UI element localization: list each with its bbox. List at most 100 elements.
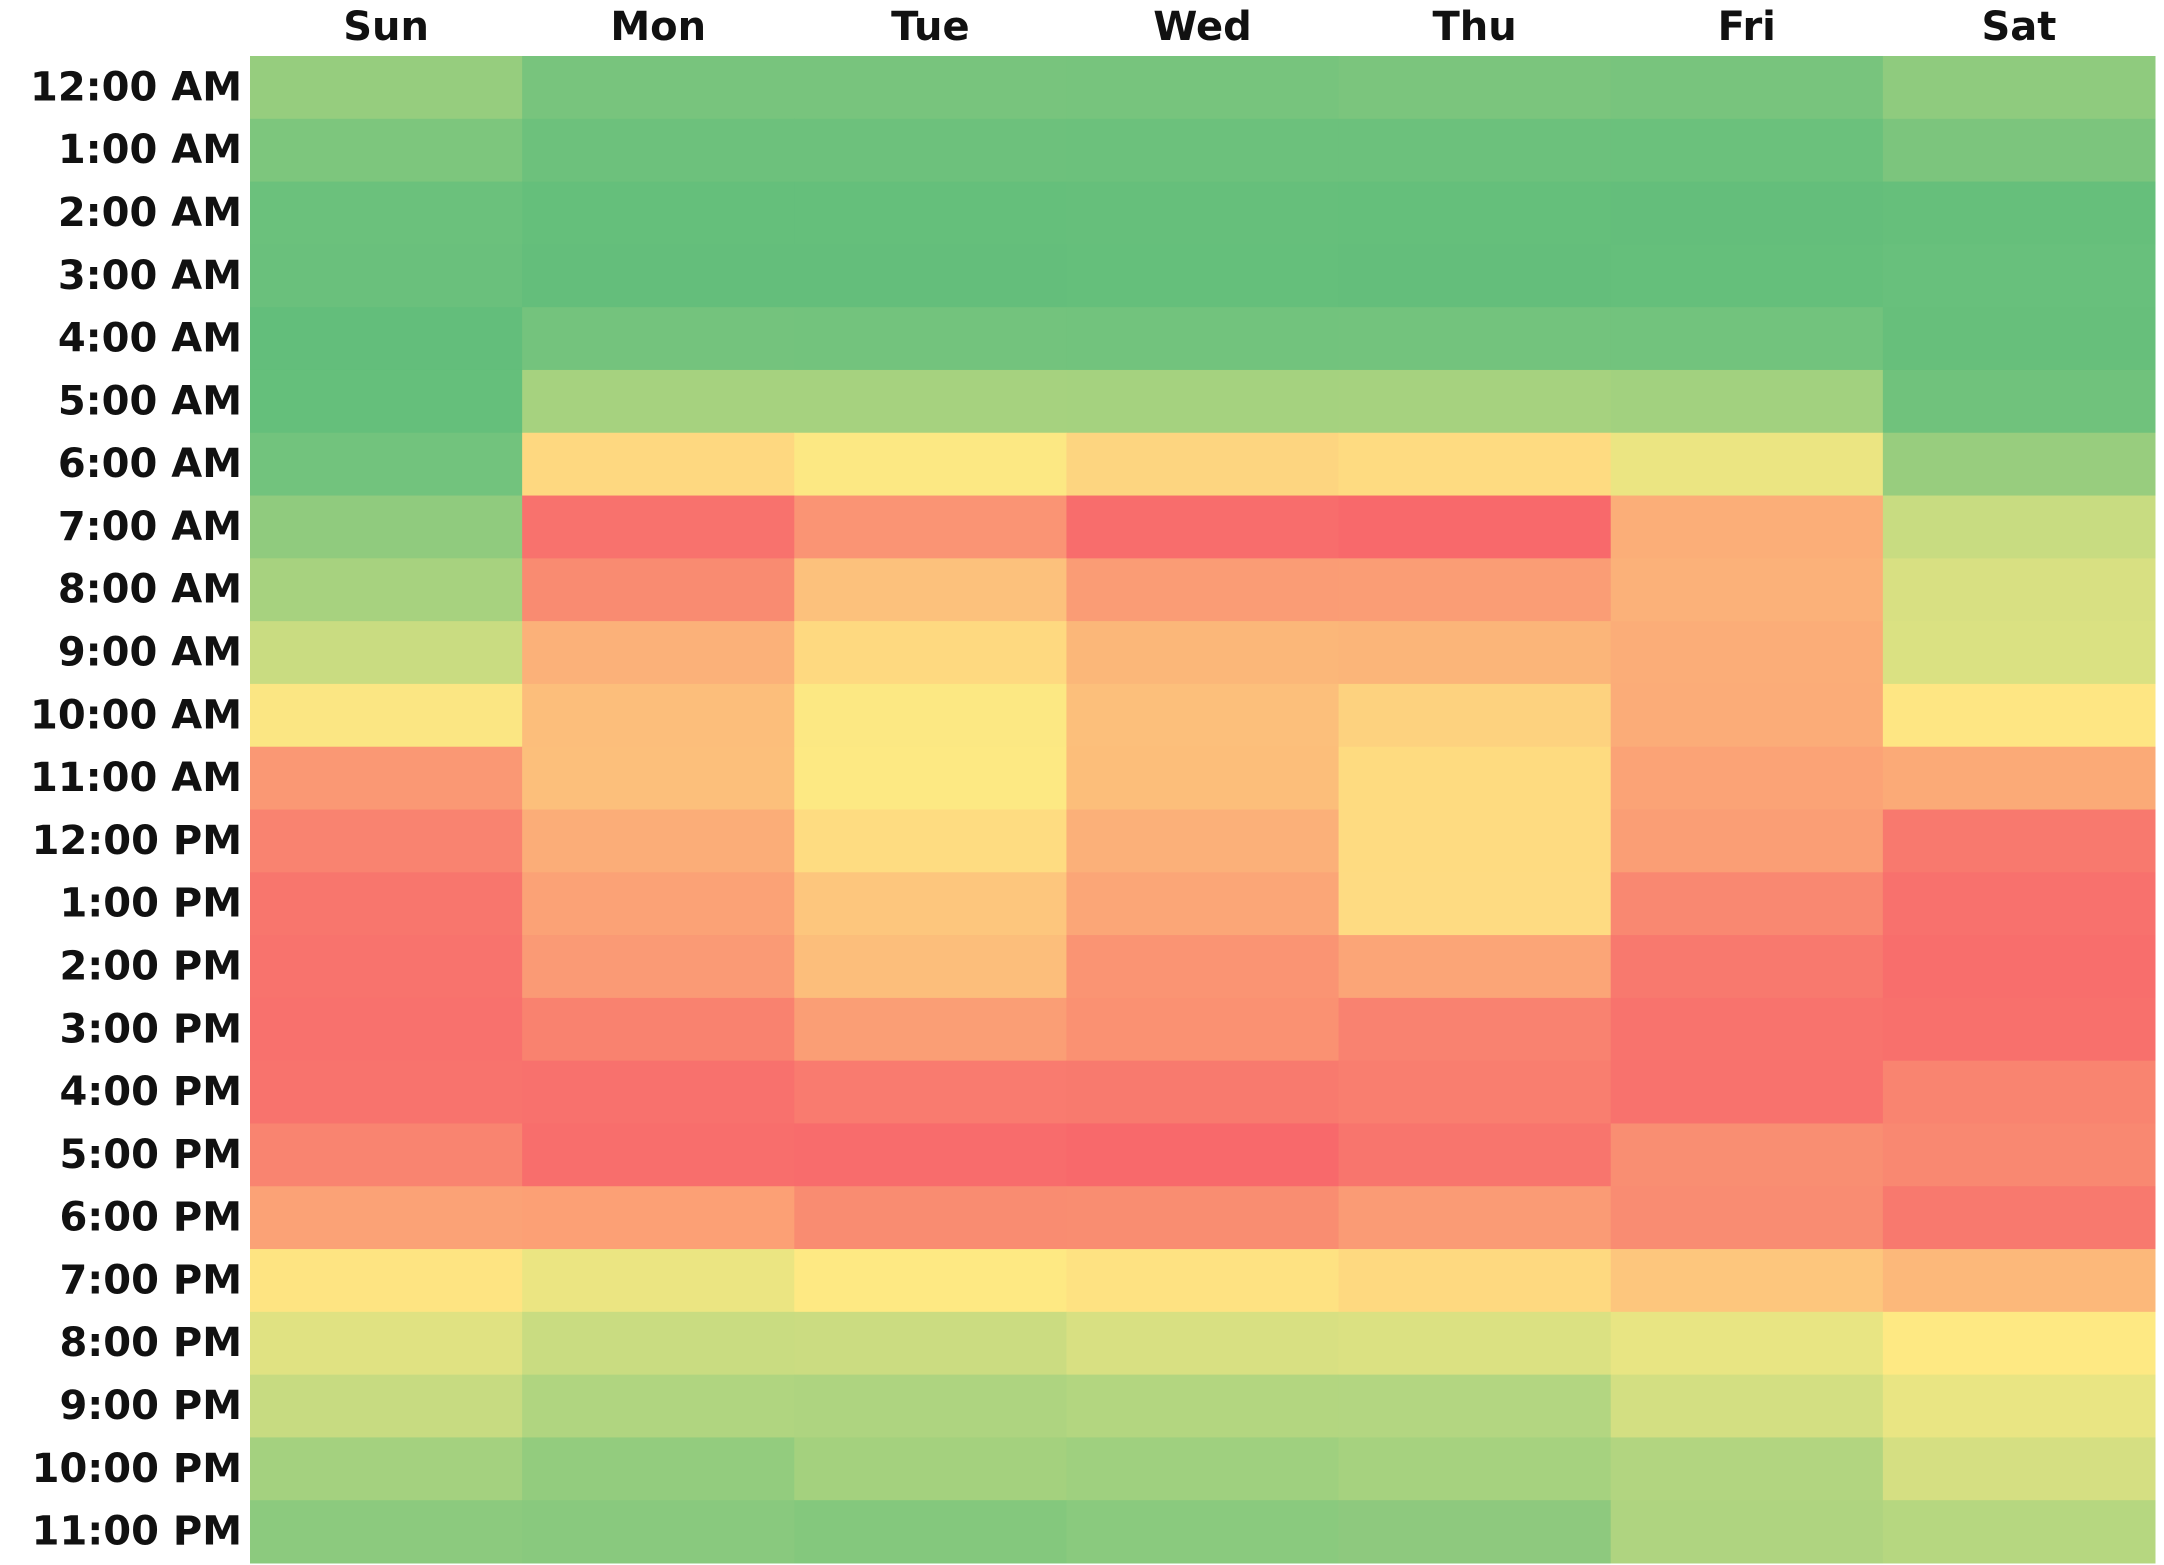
heatmap-cell <box>1882 1437 2156 1501</box>
heatmap-cell <box>1610 307 1884 371</box>
heatmap-cell <box>794 118 1067 183</box>
heatmap-cell <box>1882 1374 2156 1438</box>
row-label: 7:00 PM <box>59 1257 242 1303</box>
heatmap-cell <box>1610 935 1884 999</box>
heatmap-cell <box>1066 746 1340 810</box>
heatmap-cell <box>794 181 1067 245</box>
heatmap-cell <box>1610 244 1884 308</box>
heatmap-cell <box>250 558 523 622</box>
heatmap-cell <box>1066 809 1340 873</box>
heatmap-cell <box>250 1437 523 1501</box>
heatmap-cell <box>250 997 523 1062</box>
heatmap-cell <box>1610 621 1884 685</box>
row-label: 6:00 AM <box>58 441 242 487</box>
row-label: 9:00 AM <box>58 630 242 676</box>
heatmap-cell <box>1066 1374 1340 1438</box>
heatmap-cell <box>1338 56 1612 120</box>
heatmap-cell <box>794 1186 1067 1250</box>
heatmap-cell <box>522 1500 795 1564</box>
heatmap-cell <box>522 809 795 873</box>
heatmap-cell <box>1066 307 1340 371</box>
heatmap-cell <box>1066 1249 1340 1313</box>
row-label: 10:00 PM <box>32 1446 242 1492</box>
column-label: Mon <box>610 4 706 50</box>
column-label: Fri <box>1718 4 1776 50</box>
heatmap-cell <box>794 558 1067 622</box>
heatmap-cell <box>1610 809 1884 873</box>
heatmap-cell <box>522 369 795 434</box>
heatmap-cell <box>794 935 1067 999</box>
heatmap-cell <box>1610 1311 1884 1376</box>
row-label: 10:00 AM <box>30 692 242 738</box>
heatmap-cell <box>1610 1249 1884 1313</box>
heatmap-cell <box>1066 56 1340 120</box>
heatmap-cell <box>1338 558 1612 622</box>
heatmap-cell <box>250 495 523 559</box>
heatmap-cell <box>1882 997 2156 1062</box>
heatmap-cell <box>522 621 795 685</box>
heatmap-cell <box>1882 1186 2156 1250</box>
heatmap-cell <box>1882 432 2156 497</box>
heatmap-cell <box>1882 1060 2156 1124</box>
heatmap-cell <box>522 1060 795 1124</box>
heatmap-cell <box>1610 432 1884 497</box>
row-label: 3:00 PM <box>59 1006 242 1052</box>
heatmap-cell <box>1338 935 1612 999</box>
heatmap-cell <box>1066 1060 1340 1124</box>
heatmap-cell <box>250 118 523 183</box>
heatmap-cell <box>1610 1437 1884 1501</box>
heatmap-cell <box>1338 495 1612 559</box>
heatmap-cell <box>1066 621 1340 685</box>
heatmap-cell <box>794 997 1067 1062</box>
heatmap-cell <box>1066 432 1340 497</box>
heatmap-cell <box>1338 244 1612 308</box>
heatmap-cell <box>522 1311 795 1376</box>
column-label: Sat <box>1981 4 2056 50</box>
heatmap-cell <box>1066 1123 1340 1187</box>
heatmap-cell <box>522 307 795 371</box>
heatmap-cell <box>522 432 795 497</box>
heatmap-cell <box>794 432 1067 497</box>
heatmap-cell <box>1610 1186 1884 1250</box>
column-label: Thu <box>1433 4 1517 50</box>
heatmap-cell <box>522 558 795 622</box>
heatmap-cell <box>1882 56 2156 120</box>
heatmap-cell <box>522 1437 795 1501</box>
heatmap-cell <box>794 746 1067 810</box>
heatmap-cell <box>1066 118 1340 183</box>
heatmap-cell <box>522 118 795 183</box>
row-label: 6:00 PM <box>59 1195 242 1241</box>
heatmap-cell <box>250 1500 523 1564</box>
heatmap-cell <box>1338 746 1612 810</box>
heatmap-cell <box>250 1311 523 1376</box>
row-label: 9:00 PM <box>59 1383 242 1429</box>
heatmap-cell <box>1882 935 2156 999</box>
heatmap-cell <box>1882 244 2156 308</box>
heatmap-cell <box>1066 244 1340 308</box>
heatmap-cell <box>794 1249 1067 1313</box>
row-label: 12:00 PM <box>32 818 242 864</box>
column-label: Wed <box>1153 4 1251 50</box>
heatmap-cell <box>794 369 1067 434</box>
row-label: 1:00 PM <box>59 881 242 927</box>
heatmap-cell <box>794 1123 1067 1187</box>
heatmap-cell <box>250 244 523 308</box>
heatmap-cell <box>250 621 523 685</box>
heatmap-cell <box>1066 369 1340 434</box>
heatmap-cell <box>1066 1437 1340 1501</box>
heatmap-cell <box>1610 746 1884 810</box>
heatmap-cell <box>1882 621 2156 685</box>
heatmap-cell <box>250 683 523 748</box>
row-label: 4:00 PM <box>59 1069 242 1115</box>
heatmap-cell <box>1066 1186 1340 1250</box>
row-label: 5:00 AM <box>58 378 242 424</box>
column-label: Sun <box>343 4 429 50</box>
heatmap-cell <box>1882 1249 2156 1313</box>
heatmap-cell <box>522 181 795 245</box>
heatmap-cell <box>1882 1500 2156 1564</box>
heatmap-cell <box>794 307 1067 371</box>
heatmap-cell <box>1338 118 1612 183</box>
heatmap-cell <box>522 872 795 936</box>
heatmap-cell <box>1338 1123 1612 1187</box>
